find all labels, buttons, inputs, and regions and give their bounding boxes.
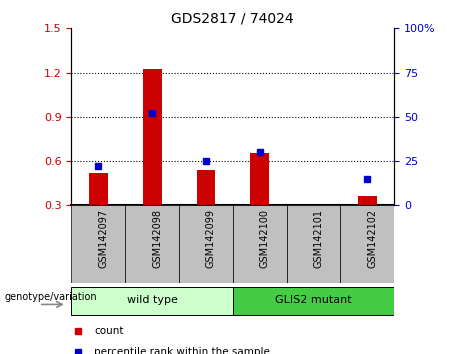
Bar bbox=[71, 205, 125, 283]
Text: GLIS2 mutant: GLIS2 mutant bbox=[275, 295, 352, 305]
Bar bbox=[71, 287, 233, 315]
Bar bbox=[358, 196, 377, 205]
Bar bbox=[250, 153, 269, 205]
Text: GSM142098: GSM142098 bbox=[152, 209, 162, 268]
Bar bbox=[233, 287, 394, 315]
Bar bbox=[89, 173, 108, 205]
Bar bbox=[340, 205, 394, 283]
Bar bbox=[196, 170, 215, 205]
Text: genotype/variation: genotype/variation bbox=[5, 292, 97, 302]
Text: count: count bbox=[94, 326, 124, 336]
Text: wild type: wild type bbox=[127, 295, 177, 305]
Text: GSM142102: GSM142102 bbox=[367, 209, 377, 268]
Text: GSM142100: GSM142100 bbox=[260, 209, 270, 268]
Title: GDS2817 / 74024: GDS2817 / 74024 bbox=[171, 12, 294, 26]
Bar bbox=[233, 205, 287, 283]
Bar bbox=[179, 205, 233, 283]
Text: GSM142099: GSM142099 bbox=[206, 209, 216, 268]
Text: GSM142097: GSM142097 bbox=[98, 209, 108, 268]
Bar bbox=[287, 205, 340, 283]
Text: percentile rank within the sample: percentile rank within the sample bbox=[94, 347, 270, 354]
Bar bbox=[125, 205, 179, 283]
Text: GSM142101: GSM142101 bbox=[313, 209, 324, 268]
Bar bbox=[143, 69, 161, 205]
